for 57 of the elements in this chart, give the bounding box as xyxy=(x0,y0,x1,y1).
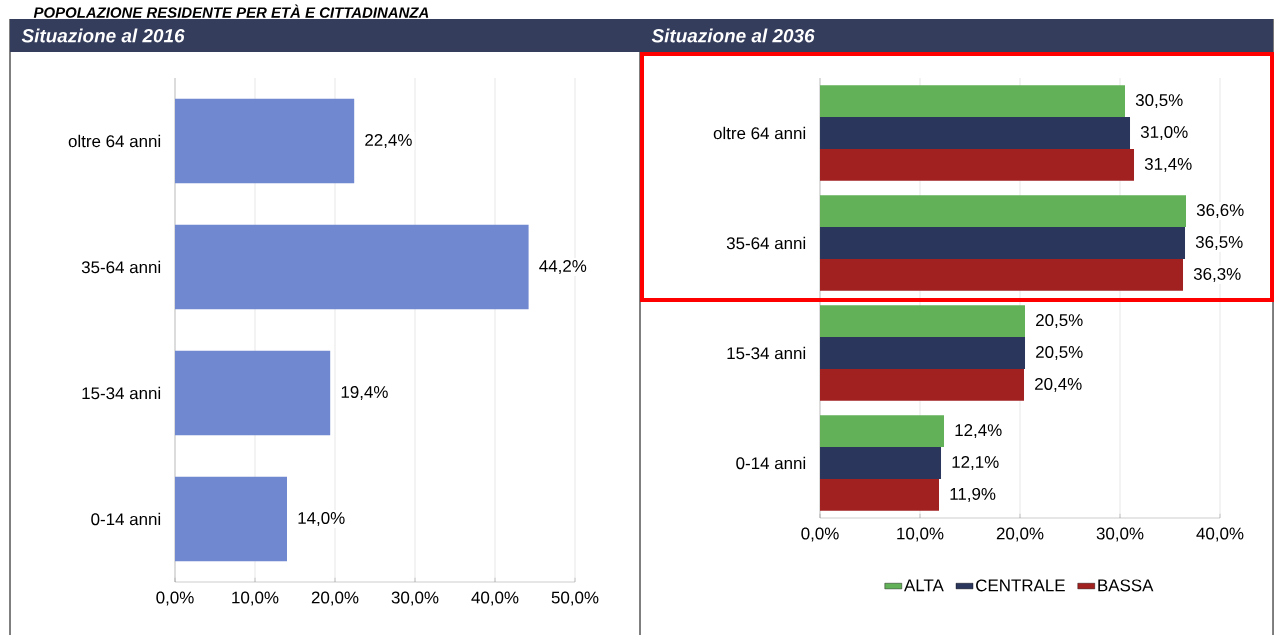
chart-title: Situazione al 2016 xyxy=(21,28,185,43)
data-label: 30,5% xyxy=(1135,94,1183,109)
bar xyxy=(820,117,1131,149)
data-label: 12,1% xyxy=(952,456,999,471)
bar xyxy=(820,447,942,479)
legend-label: ALTA xyxy=(904,579,944,592)
data-label: 36,6% xyxy=(1196,204,1244,219)
bar xyxy=(820,148,1135,181)
bar xyxy=(175,98,355,184)
legend-label: BASSA xyxy=(1098,579,1154,592)
data-label: 36,3% xyxy=(1193,267,1241,282)
y-tick-label: 0-14 anni xyxy=(91,512,161,526)
y-tick-label: 35-64 anni xyxy=(81,260,161,274)
bar xyxy=(175,350,331,436)
y-tick-label: 0-14 anni xyxy=(736,456,806,470)
bar xyxy=(175,224,529,310)
legend-label: CENTRALE xyxy=(976,579,1065,592)
x-tick-label: 20,0% xyxy=(996,527,1044,542)
data-label: 31,4% xyxy=(1144,157,1192,172)
y-tick-label: 15-34 anni xyxy=(82,386,161,400)
y-tick-label: oltre 64 anni xyxy=(68,134,161,148)
bar xyxy=(820,415,945,448)
x-tick-label: 40,0% xyxy=(1196,527,1244,542)
x-tick-label: 30,0% xyxy=(391,591,439,606)
data-label: 20,5% xyxy=(1036,346,1083,361)
y-tick-label: 15-34 anni xyxy=(727,346,806,360)
data-label: 36,5% xyxy=(1195,236,1243,251)
bar xyxy=(820,227,1186,259)
bar xyxy=(820,85,1126,118)
data-label: 44,2% xyxy=(539,260,587,274)
x-tick-label: 50,0% xyxy=(551,591,599,606)
x-tick-label: 0,0% xyxy=(801,527,839,542)
bar xyxy=(820,337,1026,369)
bar xyxy=(820,195,1187,228)
bar xyxy=(820,368,1025,401)
data-label: 31,0% xyxy=(1140,126,1188,141)
bar xyxy=(820,478,940,511)
x-tick-label: 20,0% xyxy=(311,591,359,606)
data-label: 22,4% xyxy=(365,134,412,148)
x-tick-label: 30,0% xyxy=(1096,527,1144,542)
chart-title: Situazione al 2036 xyxy=(651,28,815,43)
y-tick-label: oltre 64 anni xyxy=(713,126,806,140)
x-tick-label: 10,0% xyxy=(897,527,944,542)
data-label: 20,4% xyxy=(1035,377,1082,392)
bar xyxy=(820,305,1026,338)
x-tick-label: 10,0% xyxy=(232,591,279,606)
data-label: 20,5% xyxy=(1036,314,1083,329)
x-tick-label: 0,0% xyxy=(156,591,194,606)
data-label: 11,9% xyxy=(950,487,996,502)
data-label: 19,4% xyxy=(341,386,388,400)
y-tick-label: 35-64 anni xyxy=(726,236,806,250)
bar xyxy=(175,476,287,562)
x-tick-label: 40,0% xyxy=(471,591,519,606)
text: POPOLAZIONE RESIDENTE PER ETÀ E CITTADINANZA xyxy=(33,4,429,18)
bar xyxy=(820,258,1184,291)
data-label: 12,4% xyxy=(955,424,1002,439)
data-label: 14,0% xyxy=(298,512,345,527)
